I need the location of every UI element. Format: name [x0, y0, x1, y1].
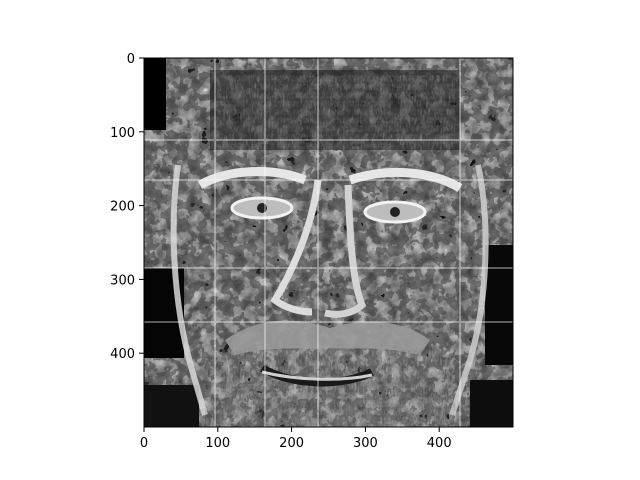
y-tick-label: 100 — [110, 126, 135, 141]
x-tick-label: 100 — [205, 436, 230, 451]
bottom-left-block — [144, 385, 199, 427]
nose-left-line — [270, 179, 322, 316]
right-brow — [348, 168, 463, 192]
y-axis: 0 100 200 300 400 — [110, 52, 144, 362]
left-cheek-edge — [170, 164, 208, 416]
left-brow — [197, 167, 307, 189]
left-pupil — [257, 203, 267, 213]
y-tick-label: 300 — [110, 273, 135, 288]
right-lower-block — [485, 245, 513, 365]
x-tick-label: 0 — [140, 436, 148, 451]
mustache — [225, 320, 430, 355]
x-tick-label: 200 — [279, 436, 304, 451]
forehead-texture — [215, 75, 455, 150]
x-tick-label: 300 — [353, 436, 378, 451]
axes-frame — [143, 57, 514, 428]
block-grid — [144, 58, 513, 427]
right-cheek-edge — [449, 164, 489, 416]
y-tick-label: 0 — [127, 52, 135, 67]
nose-right-line — [324, 184, 367, 318]
lower-lip — [261, 370, 373, 381]
beard-texture — [205, 350, 455, 427]
y-tick-label: 200 — [110, 200, 135, 215]
image-area — [144, 58, 513, 427]
bottom-right-block — [470, 380, 513, 427]
right-pupil — [390, 207, 400, 217]
x-axis: 0 100 200 300 400 — [140, 427, 452, 451]
y-tick-label: 400 — [110, 347, 135, 362]
left-border-block — [144, 58, 166, 130]
x-tick-label: 400 — [427, 436, 452, 451]
